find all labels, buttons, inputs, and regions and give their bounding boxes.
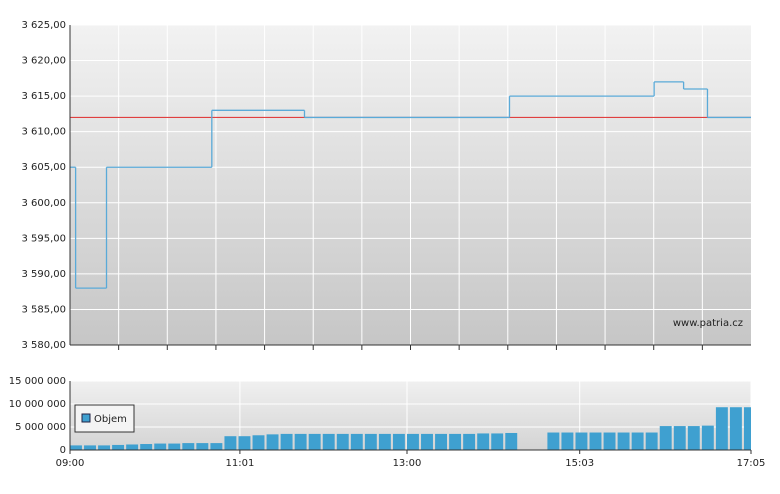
volume-bar	[715, 407, 728, 450]
volume-bar	[154, 443, 167, 450]
volume-bar	[687, 426, 700, 450]
y-tick-label: 3 625,00	[21, 20, 66, 31]
volume-bar	[631, 432, 644, 450]
volume-bar	[701, 425, 714, 450]
y-tick-label: 0	[60, 445, 66, 456]
volume-bar	[126, 444, 139, 450]
volume-bar	[491, 433, 504, 450]
volume-bar	[561, 432, 574, 450]
volume-bar	[238, 436, 251, 450]
volume-bar	[98, 445, 111, 450]
volume-bar	[84, 445, 96, 450]
volume-bar	[252, 435, 265, 450]
volume-bar	[266, 434, 279, 450]
x-tick-label: 11:01	[225, 458, 254, 469]
watermark: www.patria.cz	[673, 318, 743, 329]
volume-bar	[659, 426, 672, 450]
y-tick-label: 15 000 000	[9, 376, 66, 387]
volume-bar	[421, 433, 433, 450]
volume-bar	[645, 432, 658, 450]
y-tick-label: 5 000 000	[15, 422, 66, 433]
volume-bar	[280, 433, 293, 450]
y-tick-label: 3 595,00	[21, 233, 66, 244]
volume-bar	[168, 443, 181, 450]
volume-bar	[210, 443, 223, 450]
volume-bar	[196, 443, 209, 450]
volume-bar	[449, 433, 462, 450]
volume-bar	[392, 433, 405, 450]
volume-bar	[140, 444, 153, 450]
volume-bar	[294, 433, 307, 450]
volume-bar	[364, 433, 377, 450]
y-tick-label: 10 000 000	[9, 399, 66, 410]
volume-bar	[673, 426, 686, 450]
volume-bar	[112, 444, 125, 450]
volume-bar	[322, 433, 335, 450]
x-tick-label: 17:05	[737, 458, 766, 469]
volume-bar	[617, 432, 630, 450]
legend-label: Objem	[94, 414, 127, 425]
volume-bar	[505, 432, 518, 450]
y-tick-label: 3 620,00	[21, 56, 66, 67]
volume-bar	[350, 433, 363, 450]
volume-bar	[378, 433, 391, 450]
legend-swatch	[81, 413, 91, 423]
y-tick-label: 3 610,00	[21, 127, 66, 138]
y-tick-label: 3 615,00	[21, 91, 66, 102]
volume-bar	[182, 443, 195, 450]
volume-bar	[729, 407, 742, 450]
y-tick-label: 3 590,00	[21, 269, 66, 280]
volume-bar	[575, 432, 588, 450]
volume-bar	[463, 433, 476, 450]
y-tick-label: 3 600,00	[21, 198, 66, 209]
y-tick-label: 3 585,00	[21, 304, 66, 315]
volume-bar	[547, 432, 560, 450]
y-tick-label: 3 605,00	[21, 162, 66, 173]
volume-bar	[336, 433, 349, 450]
x-tick-label: 15:03	[565, 458, 594, 469]
y-tick-label: 3 580,00	[21, 340, 66, 351]
layer: 3 580,00 3 585,00 3 590,00 3 595,00 3 600,00…	[9, 20, 766, 469]
volume-bar	[477, 433, 490, 450]
volume-bar	[435, 433, 448, 450]
volume-bar	[589, 432, 602, 450]
volume-bar	[224, 436, 237, 450]
volume-bar	[743, 407, 751, 450]
volume-bar	[603, 432, 616, 450]
volume-bar	[70, 445, 82, 450]
volume-bar	[308, 433, 321, 450]
x-tick-label: 09:00	[56, 458, 85, 469]
x-tick-label: 13:00	[393, 458, 422, 469]
volume-bar	[406, 433, 419, 450]
